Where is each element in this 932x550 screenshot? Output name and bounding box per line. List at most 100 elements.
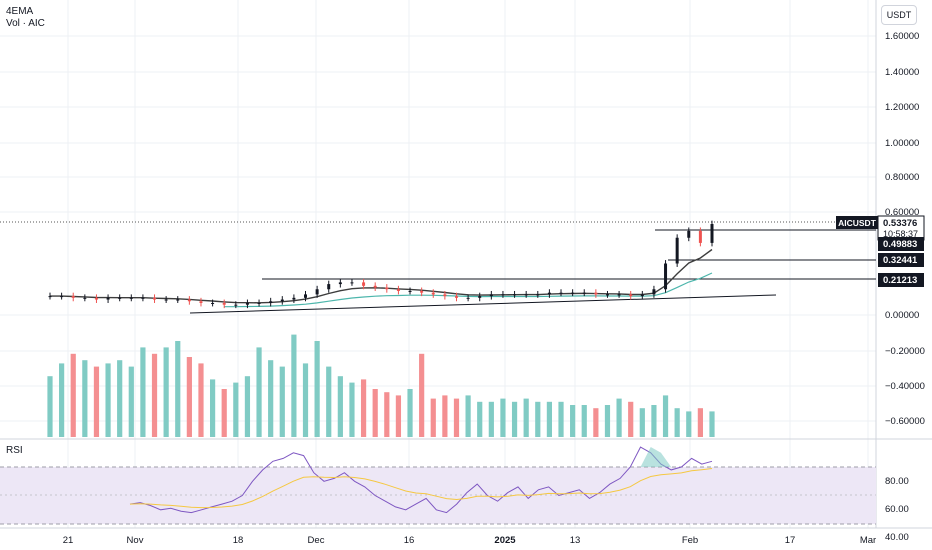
volume-bar: [163, 347, 169, 437]
volume-bar: [105, 363, 111, 437]
candle-body: [478, 296, 482, 298]
ema-slow: [224, 272, 713, 308]
price-tick-label: −0.20000: [885, 346, 925, 357]
volume-bar: [209, 379, 216, 437]
countdown-text: 10:58:37: [883, 229, 918, 239]
rsi-band: [0, 466, 876, 525]
volume-bar: [442, 395, 448, 437]
volume-bar: [47, 376, 53, 437]
rsi-overbought-fill: [640, 447, 672, 467]
indicator-label[interactable]: 4EMA: [6, 6, 34, 17]
volume-bar: [511, 401, 518, 437]
volume-bar: [314, 341, 320, 437]
candle-body: [141, 297, 145, 299]
volume-bar: [140, 347, 146, 437]
time-tick-label: 21: [63, 535, 74, 546]
volume-bar: [128, 366, 134, 437]
candle-body: [594, 292, 598, 295]
time-tick-label: Nov: [127, 535, 144, 546]
time-tick-label: 16: [404, 535, 415, 546]
candle-body: [222, 302, 226, 305]
candle-body: [129, 297, 133, 299]
candle-body: [257, 302, 261, 304]
candle-body: [304, 294, 308, 298]
candle-body: [536, 294, 540, 296]
time-tick-label: 18: [233, 535, 244, 546]
volume-bar: [546, 401, 553, 437]
candle-body: [605, 294, 609, 296]
volume-bar: [686, 411, 692, 437]
rsi-ma-line: [129, 468, 713, 509]
candle-body: [524, 294, 528, 296]
candle-body: [640, 294, 644, 297]
level-badge-text: 0.49883: [883, 239, 917, 250]
volume-bar: [151, 353, 158, 437]
candle-body: [60, 296, 64, 298]
volume-bar: [186, 357, 192, 437]
price-tick-label: −0.40000: [885, 381, 925, 392]
rsi-tick-label: 80.00: [885, 476, 909, 487]
candle-body: [118, 297, 122, 299]
currency-button[interactable]: USDT: [881, 5, 917, 25]
candle-body: [513, 294, 517, 296]
volume-bar: [465, 395, 471, 437]
volume-bar: [523, 398, 529, 437]
candle-body: [420, 290, 424, 293]
candle-body: [617, 294, 621, 296]
price-tick-label: 0.00000: [885, 310, 919, 321]
volume-bar: [639, 408, 645, 437]
volume-bar: [279, 366, 285, 437]
candle-body: [153, 297, 157, 300]
candle-body: [396, 289, 400, 291]
trendlines: [0, 221, 876, 314]
candle-body: [280, 299, 284, 302]
volume-bar: [93, 366, 100, 437]
candle-body: [710, 224, 714, 243]
candle-body: [629, 294, 633, 297]
level-badge: [878, 273, 924, 287]
time-tick-label: 17: [785, 535, 796, 546]
candle-body: [698, 230, 702, 243]
candle-body: [489, 294, 493, 297]
volume-bar: [221, 389, 227, 437]
volume-bar: [581, 405, 587, 437]
volume-bar: [616, 398, 622, 437]
candle-body: [71, 296, 75, 298]
time-tick-label: Feb: [682, 535, 698, 546]
candle-body: [675, 237, 679, 264]
candle-body: [547, 292, 551, 295]
candle-body: [176, 299, 180, 301]
candle-body: [106, 297, 110, 300]
price-tick-label: 1.60000: [885, 31, 919, 42]
candle-body: [664, 263, 668, 290]
rsi-label[interactable]: RSI: [6, 445, 23, 456]
candle-body: [443, 294, 447, 297]
price-tick-label: 1.20000: [885, 102, 919, 113]
price-tick-label: 1.00000: [885, 138, 919, 149]
volume-bar: [674, 408, 680, 437]
candle-body: [385, 287, 389, 290]
candle-body: [582, 292, 586, 294]
volume-bar: [477, 401, 483, 437]
volume-bar: [395, 395, 402, 437]
price-tick-label: 1.40000: [885, 67, 919, 78]
candle-body: [327, 284, 331, 290]
volume-bar: [82, 360, 88, 437]
volume-bar: [70, 353, 76, 437]
volume-bar: [233, 382, 239, 437]
price-tick-label: 0.60000: [885, 207, 919, 218]
candle-body: [408, 290, 412, 292]
volume-bar: [500, 398, 506, 437]
ema-lines: [50, 248, 713, 308]
candle-body: [315, 289, 319, 295]
candle-body: [687, 230, 691, 238]
volume-bar: [326, 366, 332, 437]
volume-label[interactable]: Vol · AIC: [6, 18, 45, 29]
level-badge-text: 0.21213: [883, 275, 917, 286]
volume-bar: [558, 401, 564, 437]
volume-bar: [651, 405, 657, 437]
level-badge: [878, 237, 924, 251]
level-badge: [878, 253, 924, 267]
